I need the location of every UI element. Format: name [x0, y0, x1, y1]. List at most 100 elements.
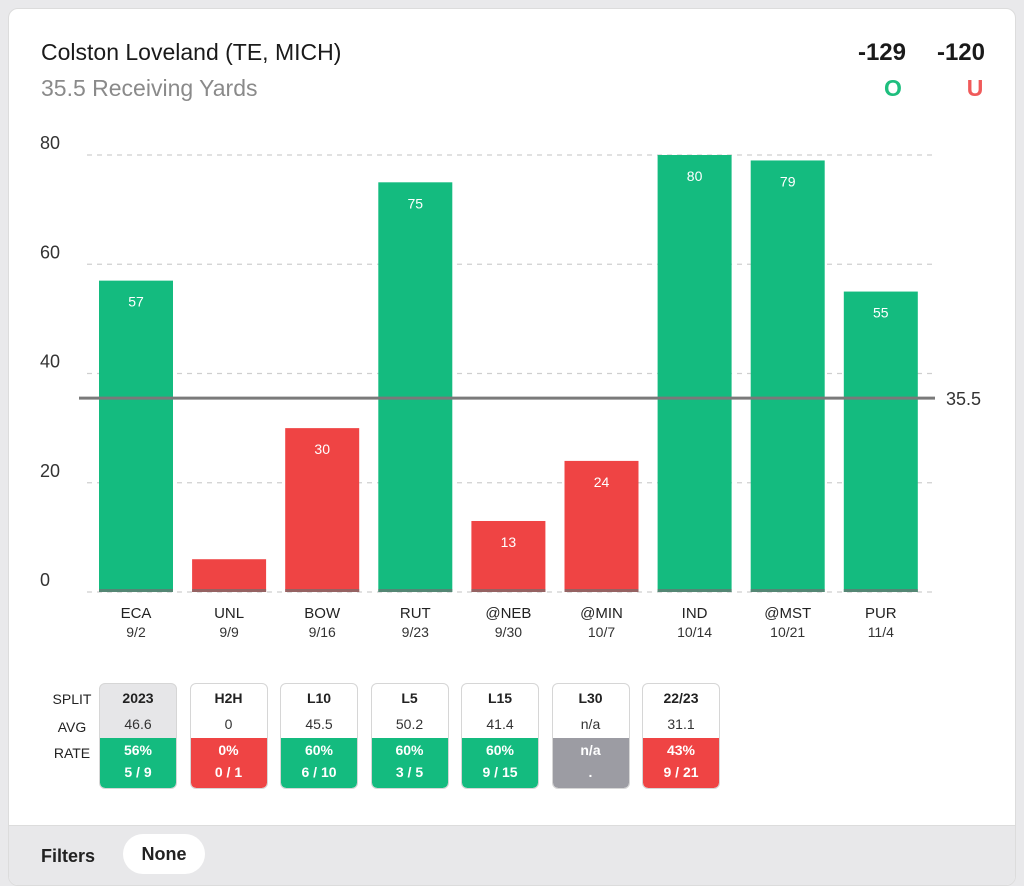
split-rate: 56%	[123, 742, 153, 758]
bar-baseline	[99, 589, 173, 592]
bar	[285, 428, 360, 592]
bar-value-label: 55	[873, 305, 889, 321]
x-category-label: RUT	[400, 605, 431, 622]
y-tick-label: 20	[40, 461, 60, 481]
under-label[interactable]: U	[966, 75, 984, 101]
split-rate: 0%	[218, 742, 239, 758]
bar-baseline	[564, 589, 639, 592]
split-record: 5 / 9	[124, 764, 152, 780]
bar-baseline	[285, 589, 360, 592]
split-record: 9 / 15	[482, 764, 518, 780]
over-label[interactable]: O	[884, 75, 902, 101]
bar-baseline	[843, 589, 918, 592]
bar	[471, 520, 546, 592]
bar-value-label: 75	[408, 195, 424, 211]
bar-value-label: 80	[687, 168, 703, 184]
split-title: L15	[487, 690, 513, 706]
bar	[564, 460, 639, 592]
split-avg: 45.5	[305, 716, 333, 732]
split-title: L30	[578, 690, 603, 706]
x-category-label: UNL	[214, 605, 244, 622]
bar	[657, 155, 732, 592]
split-rate-badge: 43% 9 / 21	[643, 738, 719, 788]
split-card-2023[interactable]: 2023 46.6 56% 5 / 9	[99, 683, 177, 789]
split-avg: 50.2	[395, 716, 424, 732]
x-date-label: 9/23	[402, 624, 429, 640]
x-date-label: 9/2	[126, 624, 146, 640]
split-record: 3 / 5	[395, 764, 424, 780]
x-category-label: PUR	[865, 605, 897, 622]
bar-value-label: 30	[314, 441, 330, 457]
split-title: H2H	[214, 690, 243, 706]
x-date-label: 10/21	[770, 624, 805, 640]
split-card-l10[interactable]: L10 45.5 60% 6 / 10	[280, 683, 358, 789]
prop-line: 35.5 Receiving Yards	[41, 75, 258, 101]
x-category-label: IND	[682, 605, 708, 622]
x-category-label: ECA	[121, 605, 152, 622]
bar	[192, 559, 267, 592]
split-rate: 60%	[304, 742, 334, 758]
split-title: L10	[306, 690, 332, 706]
split-rate-badge: 56% 5 / 9	[100, 738, 176, 788]
split-record: 6 / 10	[301, 764, 337, 780]
split-record: 0 / 1	[214, 764, 243, 780]
split-rate-badge: 60% 9 / 15	[462, 738, 538, 788]
split-rate: n/a	[580, 742, 601, 758]
split-card-22-23[interactable]: 22/23 31.1 43% 9 / 21	[642, 683, 720, 789]
x-date-label: 10/7	[588, 624, 615, 640]
filters-bar: Filters None	[9, 825, 1015, 885]
split-rate-badge: 0% 0 / 1	[190, 738, 267, 788]
split-record: 9 / 21	[663, 764, 699, 780]
split-card-l15[interactable]: L15 41.4 60% 9 / 15	[461, 683, 539, 789]
under-odds[interactable]: -120	[936, 39, 985, 66]
bar	[99, 280, 173, 592]
split-card-l30[interactable]: L30 n/a n/a.	[551, 683, 630, 789]
split-avg: 0	[224, 716, 233, 732]
bar-baseline	[657, 589, 732, 592]
bar-value-label: 79	[780, 173, 796, 189]
split-rate-badge: 60% 6 / 10	[281, 738, 357, 788]
split-avg: 41.4	[486, 716, 514, 732]
x-category-label: @NEB	[485, 605, 531, 622]
y-tick-label: 60	[40, 242, 60, 262]
y-tick-label: 40	[40, 352, 60, 372]
y-tick-label: 80	[40, 133, 60, 153]
bar	[750, 160, 825, 592]
split-card-h2h[interactable]: H2H 0 0% 0 / 1	[189, 683, 268, 789]
x-category-label: @MST	[764, 605, 811, 622]
rate-label: RATE	[53, 745, 91, 761]
bar-value-label: 13	[501, 534, 517, 550]
split-rate: 43%	[666, 742, 696, 758]
threshold-label: 35.5	[946, 389, 981, 409]
split-title: 2023	[122, 690, 154, 706]
over-odds[interactable]: -129	[857, 39, 906, 66]
split-row-labels: SPLIT AVG RATE	[37, 685, 107, 769]
bar-baseline	[192, 589, 267, 592]
bar-baseline	[378, 589, 453, 592]
split-label: SPLIT	[52, 691, 92, 707]
x-date-label: 11/4	[868, 624, 894, 640]
bar-baseline	[471, 589, 546, 592]
split-title: 22/23	[663, 690, 699, 706]
bar	[378, 182, 453, 592]
x-category-label: BOW	[304, 605, 341, 622]
filters-pill[interactable]: None	[123, 834, 205, 874]
bar-baseline	[750, 589, 825, 592]
split-rate: 60%	[485, 742, 515, 758]
split-avg: 31.1	[667, 716, 695, 732]
bar	[843, 291, 918, 592]
game-log-chart: 0 20 40 60 80 57 ECA 9/2 UNL 9/9 30 BOW 9/16 75 RUT 9/2…	[40, 133, 981, 640]
prop-card: Colston Loveland (TE, MICH) 35.5 Receivi…	[8, 8, 1016, 886]
player-name: Colston Loveland (TE, MICH)	[41, 39, 342, 65]
avg-label: AVG	[57, 719, 87, 735]
split-rate: 60%	[395, 742, 424, 758]
filters-label: Filters	[41, 846, 96, 866]
split-record: .	[588, 764, 593, 780]
bar-value-label: 24	[594, 474, 610, 490]
split-rate-badge: 60% 3 / 5	[371, 738, 448, 788]
split-title: L5	[401, 690, 418, 706]
split-rate-badge: n/a.	[552, 738, 629, 788]
split-card-l5[interactable]: L5 50.2 60% 3 / 5	[370, 683, 449, 789]
x-date-label: 10/14	[677, 624, 712, 640]
y-tick-label: 0	[40, 570, 50, 590]
